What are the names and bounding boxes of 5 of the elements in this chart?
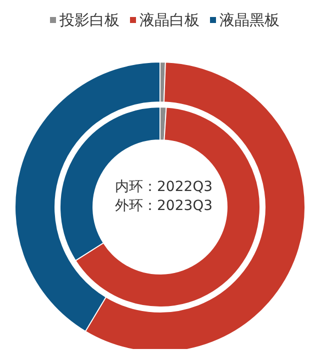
text: 内环：2022Q3 xyxy=(115,178,213,197)
legend-label: 投影白板 xyxy=(58,10,120,30)
legend-label: 液晶黑板 xyxy=(218,10,280,30)
legend-label: 液晶白板 xyxy=(138,10,200,30)
text: 外环：2023Q3 xyxy=(115,197,213,216)
